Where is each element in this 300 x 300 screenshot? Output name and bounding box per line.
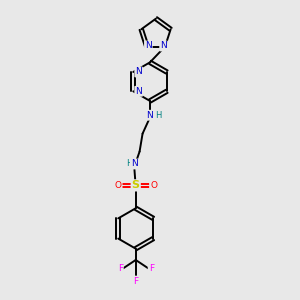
Text: N: N — [145, 41, 152, 50]
Text: N: N — [146, 111, 153, 120]
Text: O: O — [150, 181, 157, 190]
Text: H: H — [127, 160, 133, 169]
Text: F: F — [133, 277, 138, 286]
Text: N: N — [135, 87, 142, 96]
Text: F: F — [118, 264, 123, 273]
Text: F: F — [148, 264, 154, 273]
Text: N: N — [131, 160, 138, 169]
Text: S: S — [132, 180, 140, 190]
Text: H: H — [155, 111, 161, 120]
Text: N: N — [160, 41, 167, 50]
Text: O: O — [114, 181, 122, 190]
Text: N: N — [135, 68, 142, 76]
